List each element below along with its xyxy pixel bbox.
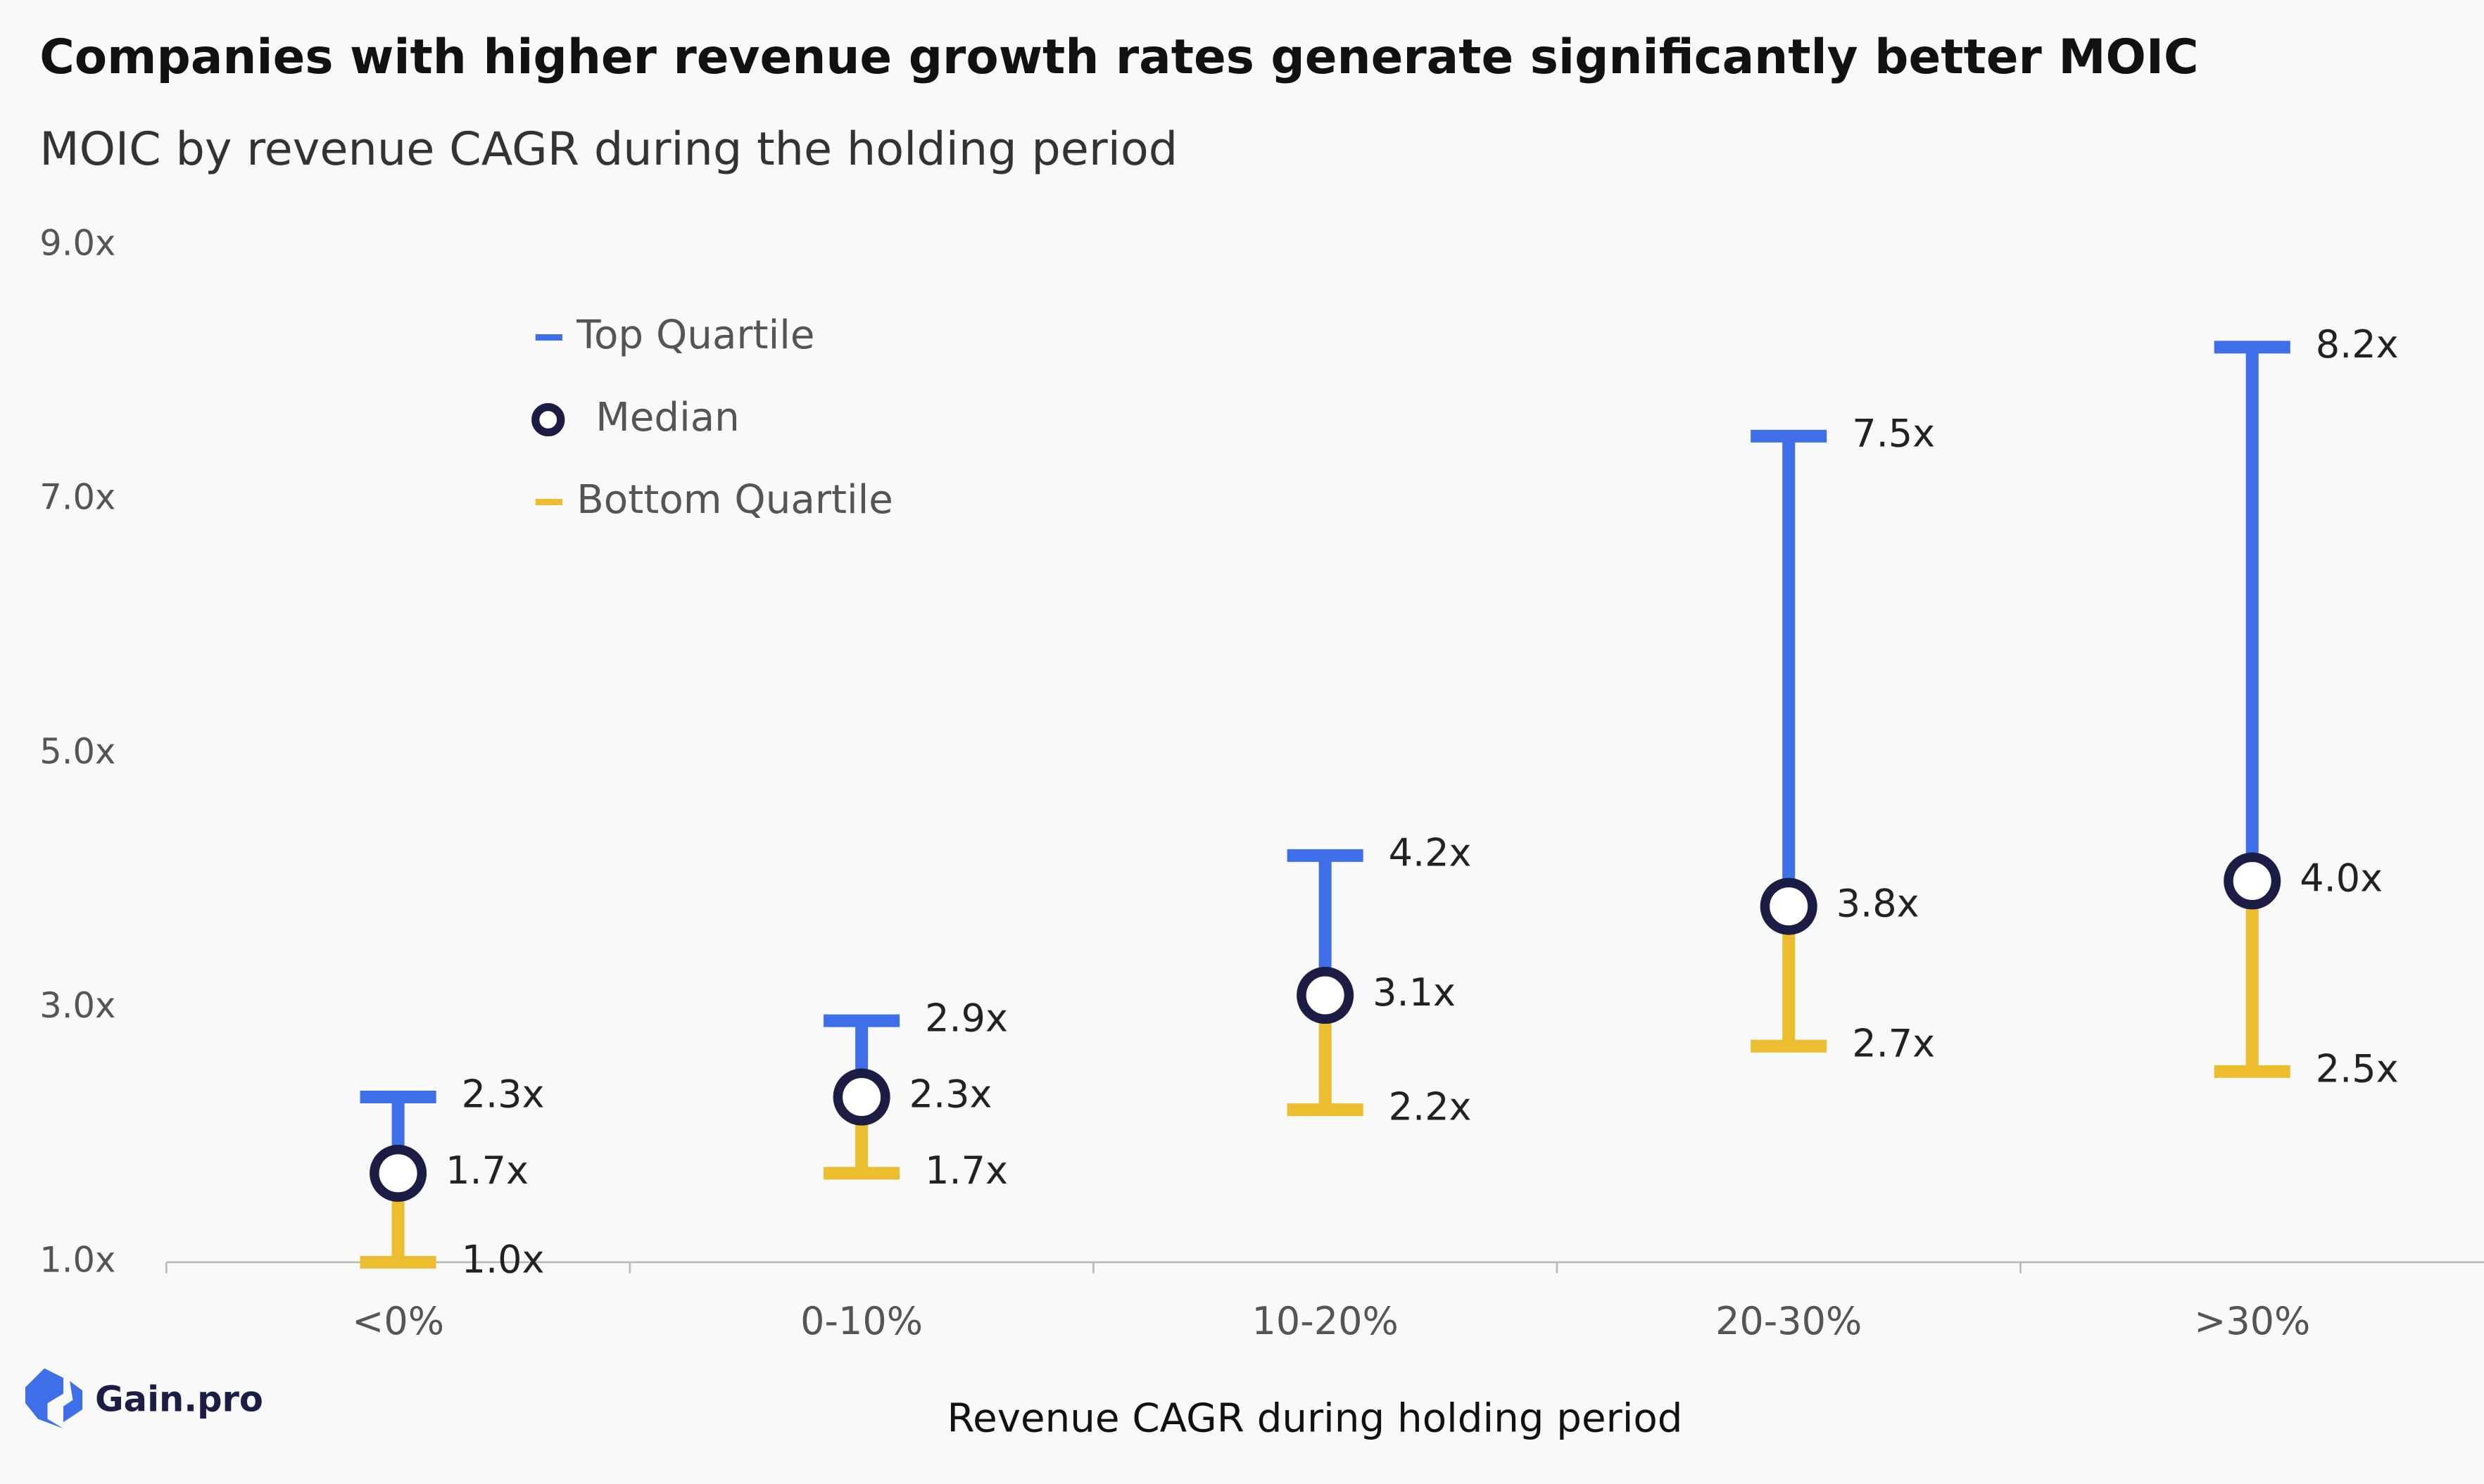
y-tick-label: 3.0x — [39, 985, 115, 1026]
value-label: 1.0x — [462, 1237, 545, 1281]
logo-icon — [25, 1368, 64, 1429]
value-label: 8.2x — [2316, 322, 2399, 367]
median-marker — [370, 1144, 427, 1202]
median-marker — [1297, 967, 1354, 1025]
logo-text: Gain.pro — [95, 1378, 263, 1419]
value-label: 7.5x — [1852, 411, 1935, 455]
x-tick-label: >30% — [2194, 1299, 2310, 1343]
median-marker — [1760, 877, 1817, 935]
legend-marker — [531, 402, 565, 437]
x-axis-title: Revenue CAGR during holding period — [947, 1396, 1683, 1442]
x-tick-label: 10-20% — [1252, 1299, 1399, 1343]
x-tick-label: 0-10% — [800, 1299, 923, 1343]
y-tick-label: 5.0x — [39, 731, 115, 772]
legend-label: Bottom Quartile — [576, 477, 893, 523]
value-label: 2.9x — [925, 996, 1008, 1040]
x-tick-label: 20-30% — [1715, 1299, 1862, 1343]
y-tick-label: 9.0x — [39, 222, 115, 263]
median-marker — [833, 1068, 890, 1126]
legend-label: Median — [595, 395, 740, 440]
value-label: 4.0x — [2300, 856, 2383, 901]
value-label: 3.1x — [1373, 970, 1456, 1015]
value-label: 2.3x — [462, 1072, 545, 1117]
value-label: 2.7x — [1852, 1021, 1935, 1065]
legend-label: Top Quartile — [576, 312, 814, 358]
chart-title: Companies with higher revenue growth rat… — [39, 29, 2198, 84]
y-tick-label: 7.0x — [39, 477, 115, 518]
median-marker — [2224, 852, 2281, 910]
value-label: 2.2x — [1389, 1085, 1472, 1129]
logo-icon — [63, 1381, 83, 1423]
value-label: 1.7x — [446, 1148, 529, 1193]
value-label: 3.8x — [1836, 882, 1919, 926]
value-label: 1.7x — [925, 1148, 1008, 1193]
value-label: 2.5x — [2316, 1047, 2399, 1091]
value-label: 2.3x — [909, 1072, 992, 1117]
x-tick-label: <0% — [352, 1299, 444, 1343]
chart-subtitle: MOIC by revenue CAGR during the holding … — [39, 122, 1178, 176]
value-label: 4.2x — [1389, 831, 1472, 875]
y-tick-label: 1.0x — [39, 1239, 115, 1280]
